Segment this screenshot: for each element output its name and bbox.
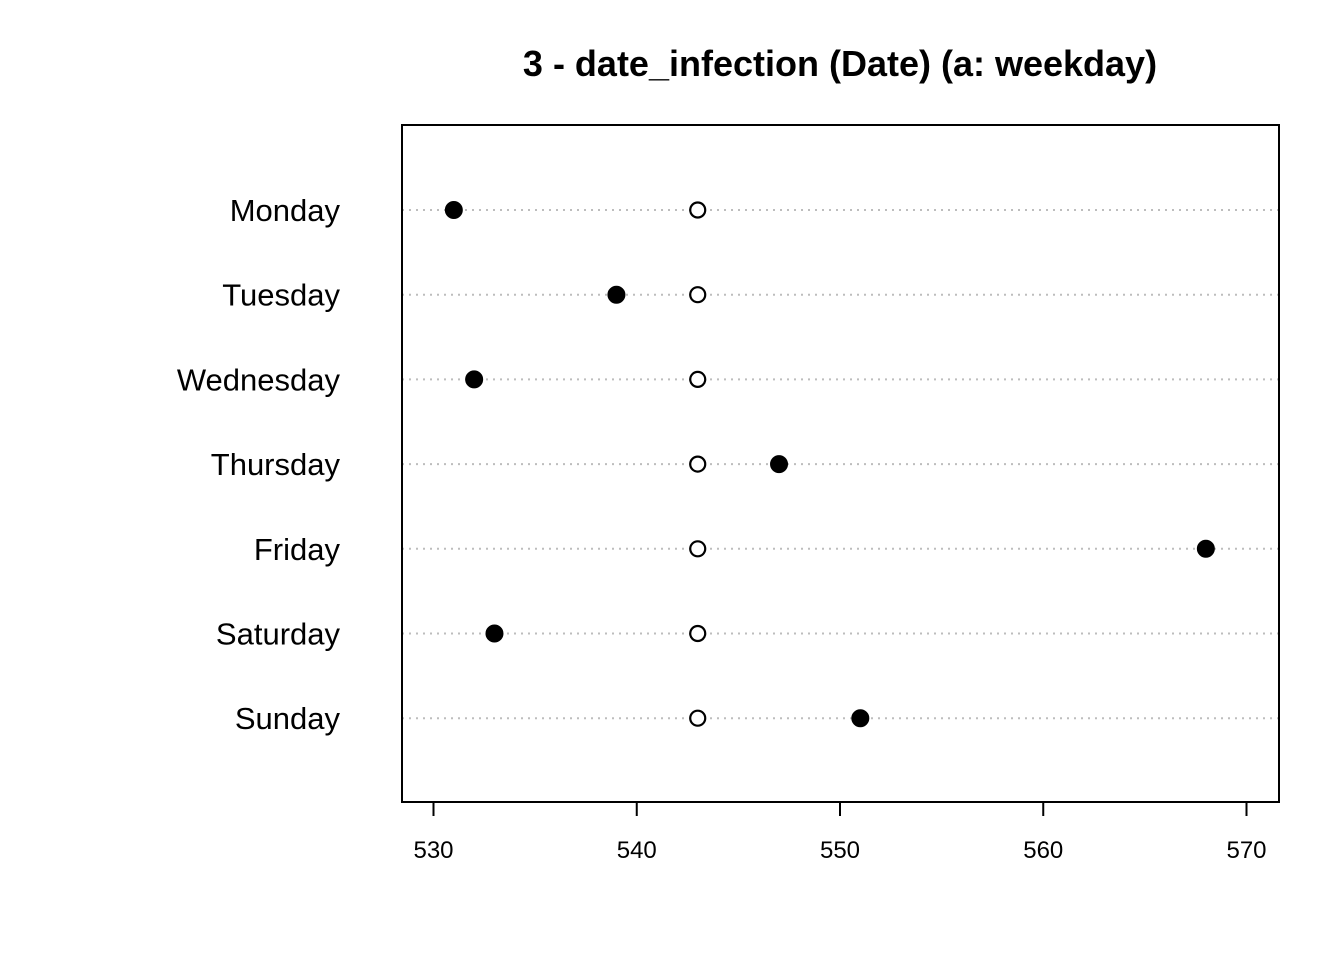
reference-point-tuesday bbox=[689, 286, 707, 304]
plot-frame bbox=[401, 124, 1280, 803]
reference-point-sunday bbox=[689, 709, 707, 727]
category-label-wednesday: Wednesday bbox=[177, 362, 341, 397]
x-tick-label: 560 bbox=[1023, 837, 1063, 864]
category-label-saturday: Saturday bbox=[216, 617, 341, 652]
category-label-sunday: Sunday bbox=[235, 701, 341, 736]
data-point-friday bbox=[1196, 539, 1215, 558]
category-label-friday: Friday bbox=[254, 532, 341, 567]
reference-point-friday bbox=[689, 540, 707, 558]
x-tick-label: 550 bbox=[820, 837, 860, 864]
reference-point-monday bbox=[689, 201, 707, 219]
category-label-monday: Monday bbox=[230, 193, 341, 228]
category-label-tuesday: Tuesday bbox=[222, 278, 340, 313]
category-label-thursday: Thursday bbox=[211, 447, 341, 482]
gridlines bbox=[402, 209, 1279, 720]
x-tick-label: 570 bbox=[1226, 837, 1266, 864]
chart-title: 3 - date_infection (Date) (a: weekday) bbox=[523, 43, 1157, 84]
data-point-thursday bbox=[770, 455, 789, 474]
x-axis: 530 540 550 560 570 bbox=[413, 801, 1267, 864]
reference-point-saturday bbox=[689, 624, 707, 643]
category-labels: Monday Tuesday Wednesday Thursday Friday Satu… bbox=[177, 193, 341, 736]
x-tick-label: 530 bbox=[413, 837, 453, 864]
data-point-monday bbox=[444, 201, 463, 219]
data-points bbox=[444, 201, 1215, 728]
reference-point-thursday bbox=[689, 455, 707, 473]
data-point-tuesday bbox=[607, 285, 626, 304]
reference-point-wednesday bbox=[689, 370, 707, 388]
data-point-wednesday bbox=[465, 370, 484, 389]
x-tick-label: 540 bbox=[617, 837, 657, 864]
data-point-sunday bbox=[851, 709, 870, 728]
data-point-saturday bbox=[485, 624, 504, 643]
